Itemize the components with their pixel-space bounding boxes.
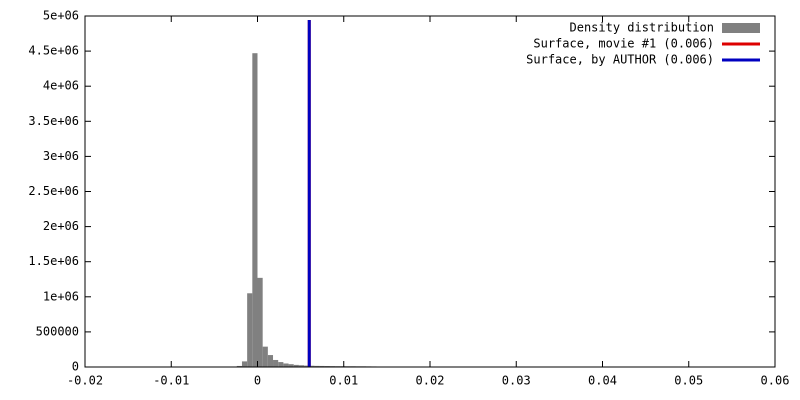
legend-label: Density distribution xyxy=(570,21,715,35)
histogram-bar xyxy=(278,362,284,367)
x-tick-label: -0.02 xyxy=(67,374,103,388)
y-tick-label: 500000 xyxy=(36,324,79,338)
legend-label: Surface, by AUTHOR (0.006) xyxy=(526,53,714,67)
histogram-bar xyxy=(298,365,305,367)
x-tick-label: 0.01 xyxy=(329,374,358,388)
x-tick-label: 0.05 xyxy=(674,374,703,388)
y-tick-label: 3e+06 xyxy=(43,149,79,163)
histogram-bar xyxy=(283,363,289,367)
legend-label: Surface, movie #1 (0.006) xyxy=(533,37,714,51)
x-tick-label: 0.03 xyxy=(502,374,531,388)
y-tick-label: 2.5e+06 xyxy=(28,184,79,198)
y-tick-label: 2e+06 xyxy=(43,219,79,233)
histogram-bar xyxy=(273,359,279,367)
y-tick-label: 1.5e+06 xyxy=(28,254,79,268)
histogram-bar xyxy=(267,355,274,367)
histogram-bar xyxy=(247,293,253,367)
histogram-bar xyxy=(262,346,268,367)
histogram-bar xyxy=(293,364,299,367)
histogram-bar xyxy=(288,364,294,367)
histogram-bar xyxy=(309,365,315,367)
histogram-bar xyxy=(257,277,263,367)
y-tick-label: 4e+06 xyxy=(43,79,79,93)
y-tick-label: 5e+06 xyxy=(43,9,79,23)
x-tick-label: 0.04 xyxy=(588,374,617,388)
histogram-bar xyxy=(304,365,310,367)
x-tick-label: 0 xyxy=(254,374,261,388)
x-tick-label: -0.01 xyxy=(153,374,189,388)
x-tick-label: 0.06 xyxy=(761,374,790,388)
histogram-bar xyxy=(252,53,258,368)
y-tick-label: 1e+06 xyxy=(43,289,79,303)
y-tick-label: 0 xyxy=(72,360,79,374)
y-tick-label: 4.5e+06 xyxy=(28,44,79,58)
histogram-bar xyxy=(241,361,248,367)
x-tick-label: 0.02 xyxy=(416,374,445,388)
histogram-bar xyxy=(319,365,325,367)
histogram-bar xyxy=(314,365,320,367)
histogram-bar xyxy=(236,365,242,367)
y-tick-label: 3.5e+06 xyxy=(28,114,79,128)
legend-swatch xyxy=(722,23,760,33)
